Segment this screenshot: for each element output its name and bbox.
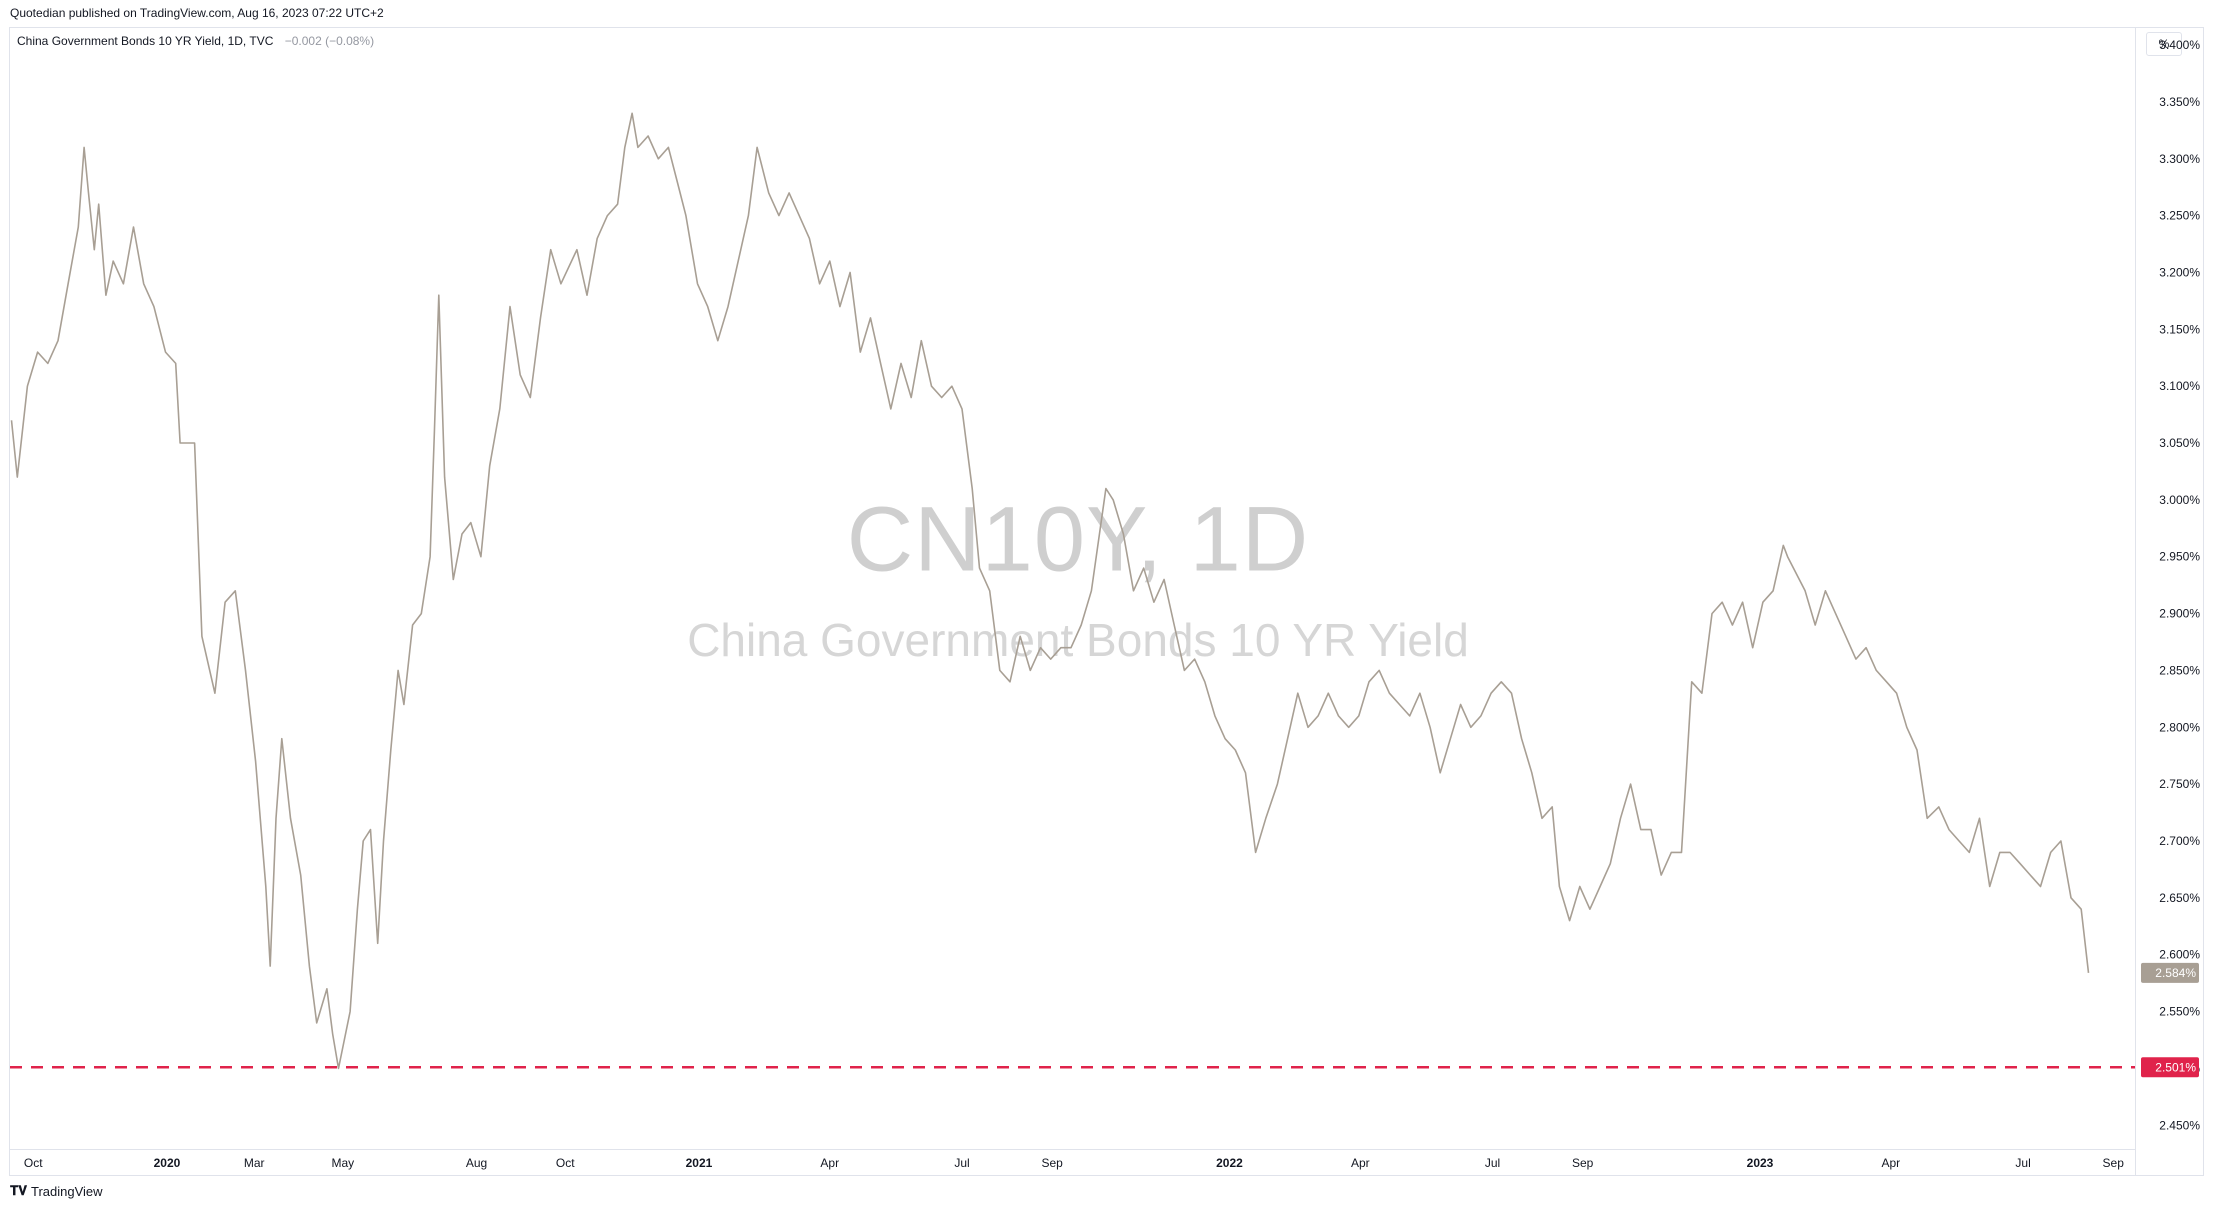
y-tick-label: 2.650% — [2159, 891, 2200, 905]
last-price-badge-bg — [2141, 962, 2199, 983]
y-tick-label: 3.350% — [2159, 95, 2200, 109]
y-tick-label: 3.000% — [2159, 493, 2200, 507]
x-tick-label: Jul — [954, 1156, 969, 1170]
x-tick-label: Apr — [820, 1156, 839, 1170]
x-tick-label: Sep — [1572, 1156, 1594, 1170]
y-tick-label: 3.200% — [2159, 265, 2200, 279]
x-tick-label: Sep — [1041, 1156, 1063, 1170]
x-tick-label: Jul — [2015, 1156, 2030, 1170]
tradingview-logo-icon: 𝐓𝐕 — [10, 1184, 27, 1199]
y-tick-label: 3.150% — [2159, 322, 2200, 336]
symbol-legend[interactable]: China Government Bonds 10 YR Yield, 1D, … — [17, 34, 374, 48]
price-axis-separator — [2135, 27, 2136, 1176]
y-tick-label: 3.050% — [2159, 436, 2200, 450]
x-tick-label: 2021 — [686, 1156, 713, 1170]
x-tick-label: Oct — [24, 1156, 43, 1170]
price-badges: 2.584% 2.501% — [2141, 962, 2199, 1078]
price-change: −0.002 (−0.08%) — [284, 34, 375, 48]
series-line-0 — [10, 112, 2090, 1070]
publish-attribution: Quotedian published on TradingView.com, … — [10, 6, 384, 20]
last-price-badge-label: 2.584% — [2155, 966, 2196, 980]
x-tick-label: Sep — [2103, 1156, 2125, 1170]
x-tick-label: Oct — [556, 1156, 575, 1170]
x-tick-label: Apr — [1351, 1156, 1370, 1170]
y-tick-label: 2.550% — [2159, 1005, 2200, 1019]
time-axis: Oct 2020 Mar May Aug Oct 2021 Apr Jul Sep 2022 Apr J… — [24, 1156, 2124, 1170]
x-tick-label: 2023 — [1747, 1156, 1774, 1170]
x-tick-label: Jul — [1485, 1156, 1500, 1170]
series-layer — [10, 112, 2090, 1070]
y-tick-label: 2.950% — [2159, 550, 2200, 564]
chart-frame[interactable] — [9, 27, 2204, 1176]
y-tick-label: 2.700% — [2159, 834, 2200, 848]
y-tick-label: 2.850% — [2159, 663, 2200, 677]
support-line-badge-label: 2.501% — [2155, 1060, 2196, 1074]
price-axis-unit-button[interactable]: % — [2146, 32, 2182, 56]
y-tick-label: 2.900% — [2159, 607, 2200, 621]
watermark-name: China Government Bonds 10 YR Yield — [687, 614, 1469, 666]
x-tick-label: 2020 — [154, 1156, 181, 1170]
x-tick-label: May — [332, 1156, 355, 1170]
x-tick-label: Apr — [1881, 1156, 1900, 1170]
x-tick-label: Mar — [244, 1156, 265, 1170]
time-axis-separator — [9, 1149, 2135, 1150]
x-tick-label: 2022 — [1216, 1156, 1243, 1170]
y-tick-label: 2.450% — [2159, 1118, 2200, 1132]
footer: 𝐓𝐕 TradingView — [10, 1184, 103, 1199]
y-tick-label: 2.600% — [2159, 948, 2200, 962]
y-tick-label: 3.100% — [2159, 379, 2200, 393]
y-tick-label: 3.400% — [2159, 38, 2200, 52]
x-tick-label: Aug — [466, 1156, 487, 1170]
y-tick-label: 2.750% — [2159, 777, 2200, 791]
y-tick-label: 3.250% — [2159, 209, 2200, 223]
symbol-description: China Government Bonds 10 YR Yield, 1D, … — [17, 34, 274, 48]
y-tick-label: 2.800% — [2159, 720, 2200, 734]
support-line-badge-bg — [2141, 1057, 2199, 1078]
watermark-ticker: CN10Y, 1D — [846, 488, 1310, 591]
footer-brand[interactable]: TradingView — [31, 1184, 103, 1199]
y-tick-label: 3.300% — [2159, 152, 2200, 166]
